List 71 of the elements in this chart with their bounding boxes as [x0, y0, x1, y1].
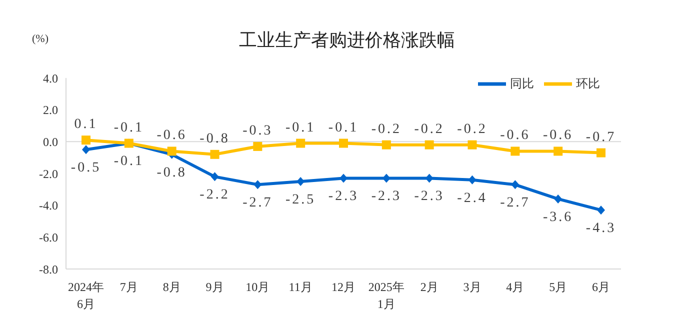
data-label: -0.1: [114, 120, 144, 136]
data-label: -0.1: [328, 120, 359, 136]
legend-label: 环比: [576, 76, 600, 90]
point: [210, 172, 219, 182]
data-label: -2.5: [285, 192, 316, 208]
data-label: -2.7: [500, 196, 530, 211]
point: [254, 180, 262, 190]
x-tick-label: 10月: [246, 280, 270, 294]
y-tick-label: -6.0: [39, 230, 58, 244]
data-label: -0.2: [371, 122, 402, 137]
data-label: -0.3: [242, 123, 273, 138]
y-axis-title: (%): [32, 33, 48, 45]
x-tick-label: 9月: [206, 280, 224, 294]
point: [511, 180, 520, 190]
point: [82, 136, 90, 145]
data-label: -2.3: [328, 189, 359, 204]
data-label: -0.1: [285, 120, 316, 136]
y-tick-label: -2.0: [39, 166, 58, 181]
point: [382, 140, 391, 150]
point: [296, 176, 305, 186]
x-tick-label: 3月: [463, 280, 482, 294]
x-tick-label: 5月: [549, 280, 568, 294]
y-tick-label: -8.0: [39, 262, 58, 276]
point: [424, 140, 434, 150]
data-label: -0.8: [156, 165, 187, 180]
x-tick-label: 7月: [120, 280, 138, 294]
point: [167, 146, 176, 156]
data-label: -4.3: [586, 221, 616, 236]
point: [468, 140, 477, 150]
point: [253, 142, 262, 151]
point: [340, 174, 348, 183]
x-tick-label: 4月: [506, 280, 524, 294]
legend-label: 同比: [510, 76, 534, 90]
point: [210, 150, 220, 159]
data-label: -0.1: [114, 154, 144, 170]
data-label: 0.1: [74, 117, 98, 132]
data-label: -0.8: [200, 131, 230, 146]
point: [554, 146, 563, 156]
x-tick-label: 12月: [332, 280, 356, 294]
y-tick-label: 2.0: [43, 103, 58, 118]
point: [510, 146, 520, 156]
point: [82, 145, 90, 154]
data-label: -2.4: [457, 190, 488, 206]
x-tick-label: 2月: [420, 280, 438, 294]
data-label: -2.3: [414, 189, 444, 204]
y-tick-label: 4.0: [43, 71, 58, 86]
point: [339, 138, 348, 148]
point: [597, 206, 605, 215]
data-label: -0.2: [414, 122, 444, 137]
point: [596, 148, 606, 158]
x-tick-label: 8月: [162, 280, 181, 294]
data-label: -0.7: [586, 130, 616, 145]
data-label: -0.2: [457, 122, 488, 137]
data-label: -2.2: [200, 188, 230, 203]
y-tick-label: -4.0: [39, 198, 58, 213]
data-label: -0.5: [70, 160, 102, 176]
data-label: -0.6: [500, 128, 530, 144]
y-tick-label: 0.0: [43, 134, 58, 149]
data-label: -2.3: [371, 189, 402, 204]
point: [296, 138, 306, 148]
data-label: -3.6: [542, 210, 574, 225]
data-label: -0.6: [156, 128, 187, 144]
data-label: -2.7: [242, 196, 273, 211]
point: [468, 175, 476, 184]
x-tick-label: 2025年 1月: [368, 280, 404, 311]
x-tick-label: 11月: [288, 280, 312, 294]
x-tick-label: 2024年 6月: [68, 280, 104, 311]
x-tick-label: 6月: [592, 280, 610, 294]
data-label: -0.6: [542, 128, 574, 144]
chart-title: 工业生产者购进价格涨跌幅: [239, 30, 455, 51]
point: [554, 194, 562, 204]
